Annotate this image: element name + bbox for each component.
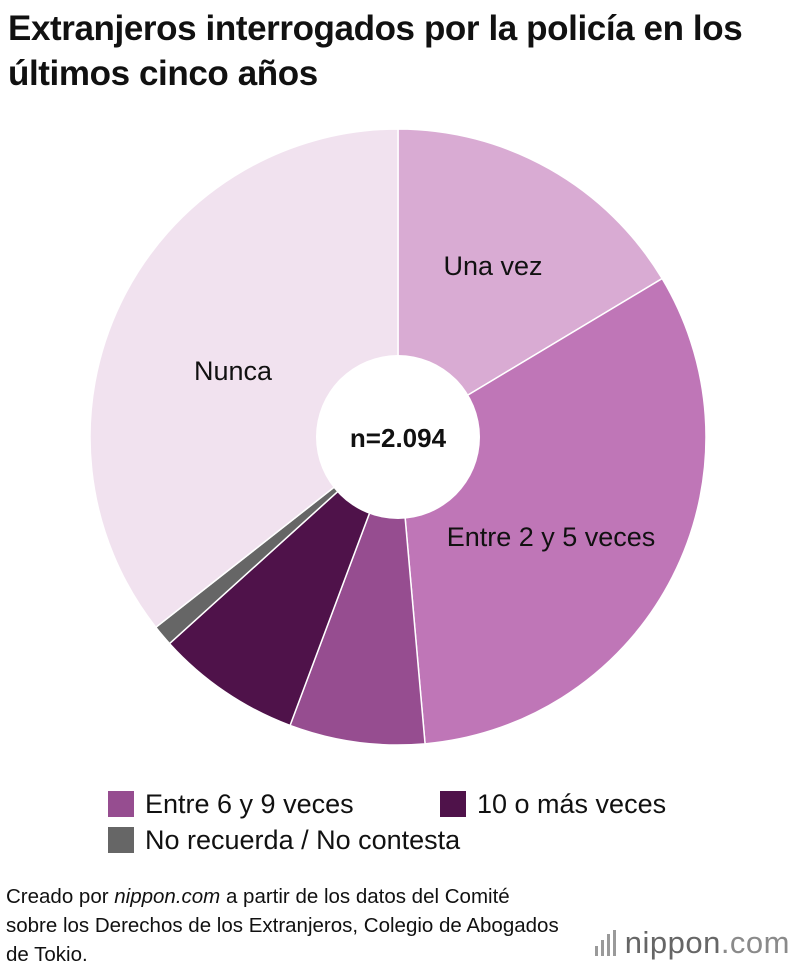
pie-slice-1 (397, 277, 707, 745)
pie-chart: n=2.094 Una vez Entre 2 y 5 veces Nunca (89, 128, 707, 746)
legend-swatch (108, 791, 134, 817)
legend-item-no-recuerda: No recuerda / No contesta (108, 822, 460, 858)
logo-suffix: .com (720, 925, 790, 960)
slice-label-1: Entre 2 y 5 veces (447, 522, 656, 552)
center-label: n=2.094 (350, 423, 447, 453)
legend-label: Entre 6 y 9 veces (145, 789, 354, 819)
legend-swatch (108, 827, 134, 853)
logo-text: nippon (624, 925, 721, 960)
logo-bars-icon (594, 930, 619, 956)
legend-label: 10 o más veces (477, 789, 667, 819)
source-prefix: Creado por (6, 885, 115, 908)
pie-slice-0 (397, 128, 664, 439)
source-site: nippon.com (114, 885, 221, 908)
pie-slices (89, 128, 707, 746)
slice-label-0: Una vez (443, 251, 542, 281)
nippon-logo: nippon .com (594, 925, 790, 961)
legend-item-10-o-mas: 10 o más veces (440, 786, 666, 822)
center-hole (316, 355, 480, 519)
source-note: Creado por nippon.com a partir de los da… (6, 882, 566, 969)
legend-label: No recuerda / No contesta (145, 825, 461, 855)
pie-slice-5 (89, 128, 399, 629)
source-rest: a partir de los datos del Comité sobre l… (6, 885, 559, 966)
slice-label-2: Nunca (194, 356, 273, 386)
legend-swatch (440, 791, 466, 817)
pie-slice-3 (168, 436, 399, 727)
legend-item-entre-6-y-9: Entre 6 y 9 veces (108, 786, 354, 822)
chart-title: Extranjeros interrogados por la policía … (8, 9, 743, 93)
slice-labels: Una vez Entre 2 y 5 veces Nunca (194, 251, 655, 552)
